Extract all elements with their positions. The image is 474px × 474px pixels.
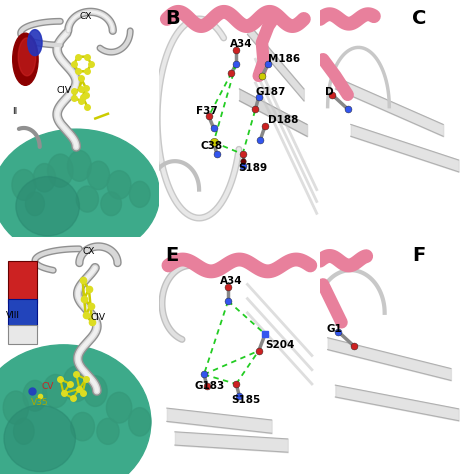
- Ellipse shape: [101, 192, 121, 216]
- Ellipse shape: [23, 380, 47, 411]
- FancyBboxPatch shape: [8, 299, 36, 327]
- FancyBboxPatch shape: [8, 261, 36, 303]
- Ellipse shape: [13, 33, 38, 85]
- Ellipse shape: [67, 151, 91, 181]
- Text: II: II: [12, 107, 17, 116]
- Ellipse shape: [63, 366, 90, 402]
- Ellipse shape: [129, 182, 150, 208]
- Text: G1: G1: [326, 324, 342, 334]
- FancyBboxPatch shape: [8, 325, 36, 344]
- Ellipse shape: [76, 186, 99, 212]
- Text: A34: A34: [220, 276, 243, 286]
- Ellipse shape: [4, 405, 75, 472]
- Ellipse shape: [26, 192, 45, 216]
- Ellipse shape: [12, 170, 36, 200]
- Text: VIII: VIII: [6, 311, 20, 319]
- Text: CX: CX: [83, 247, 95, 255]
- Text: CX: CX: [80, 12, 92, 21]
- Text: D: D: [325, 87, 333, 97]
- Ellipse shape: [106, 392, 132, 423]
- Ellipse shape: [71, 412, 94, 441]
- Text: CIV: CIV: [56, 86, 71, 94]
- Ellipse shape: [28, 30, 42, 56]
- Text: C38: C38: [201, 141, 223, 151]
- Text: S204: S204: [265, 340, 294, 350]
- Ellipse shape: [43, 374, 68, 408]
- Ellipse shape: [33, 164, 55, 192]
- Text: F: F: [412, 246, 426, 265]
- Text: S189: S189: [238, 163, 267, 173]
- Text: A34: A34: [230, 39, 252, 49]
- Ellipse shape: [107, 171, 131, 199]
- Ellipse shape: [0, 129, 160, 260]
- Text: V35: V35: [31, 399, 48, 407]
- Text: G187: G187: [255, 87, 286, 97]
- Ellipse shape: [0, 345, 151, 474]
- Text: CV: CV: [41, 382, 54, 391]
- Ellipse shape: [13, 419, 34, 445]
- Ellipse shape: [97, 419, 119, 445]
- Text: G183: G183: [194, 381, 225, 391]
- Text: B: B: [165, 9, 180, 28]
- Text: CIV: CIV: [91, 313, 106, 322]
- Ellipse shape: [18, 38, 36, 76]
- Text: F37: F37: [196, 106, 218, 116]
- Text: S185: S185: [231, 395, 261, 405]
- Ellipse shape: [87, 161, 109, 190]
- Text: D188: D188: [268, 115, 299, 125]
- Text: M186: M186: [268, 54, 301, 64]
- Ellipse shape: [128, 408, 151, 436]
- Ellipse shape: [3, 391, 28, 424]
- Ellipse shape: [47, 154, 73, 187]
- Ellipse shape: [83, 375, 107, 407]
- Ellipse shape: [16, 177, 80, 236]
- Text: C: C: [412, 9, 427, 28]
- Text: E: E: [165, 246, 179, 265]
